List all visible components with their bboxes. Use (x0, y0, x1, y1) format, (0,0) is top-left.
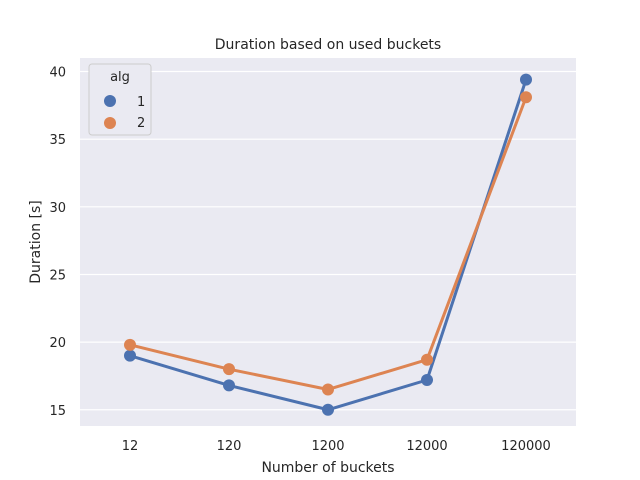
plot-background (80, 58, 576, 426)
grid-lines (80, 70, 576, 411)
y-axis-label: Duration [s] (28, 200, 44, 283)
y-tick-label: 30 (49, 201, 66, 216)
legend-marker-series-2 (104, 117, 116, 129)
x-tick-labels: 12 120 1200 12000 120000 (122, 439, 551, 454)
chart-title: Duration based on used buckets (215, 37, 441, 53)
y-tick-labels: 15 20 25 30 35 40 (49, 66, 66, 419)
series-layer (124, 73, 532, 416)
x-axis-label: Number of buckets (261, 460, 394, 476)
y-tick-label: 35 (49, 133, 66, 148)
data-point-series-1 (520, 73, 532, 86)
legend: alg 1 2 (88, 63, 152, 136)
x-tick-label: 12000 (406, 439, 447, 454)
x-tick-label: 120 (217, 439, 242, 454)
y-tick-label: 15 (49, 404, 66, 419)
x-tick-label: 120000 (501, 439, 551, 454)
data-point-series-1 (421, 374, 433, 386)
legend-title: alg (110, 70, 130, 85)
data-point-series-1 (124, 349, 136, 362)
x-tick-label: 1200 (311, 439, 344, 454)
x-tick-label: 12 (122, 439, 139, 454)
data-point-series-2 (421, 353, 433, 366)
y-tick-label: 25 (49, 268, 66, 283)
data-point-series-1 (322, 403, 334, 416)
data-point-series-1 (223, 379, 235, 392)
legend-marker-series-1 (104, 95, 116, 107)
legend-label-series-1: 1 (137, 95, 145, 110)
legend-label-series-2: 2 (137, 116, 145, 131)
data-point-series-2 (223, 363, 235, 376)
data-point-series-2 (520, 91, 532, 104)
data-point-series-2 (124, 338, 136, 351)
data-point-series-2 (322, 383, 334, 396)
y-tick-label: 20 (49, 336, 66, 351)
y-tick-label: 40 (49, 66, 66, 81)
legend-frame (88, 63, 152, 136)
